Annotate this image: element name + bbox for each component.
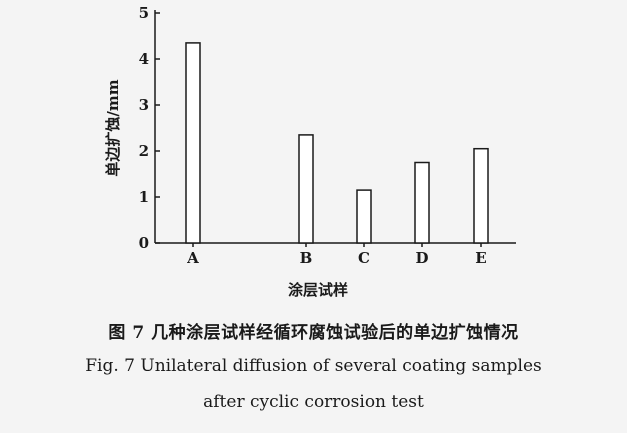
- bar-A: [185, 42, 201, 244]
- x-axis: [155, 242, 516, 247]
- y-tick-label-0: 0: [139, 234, 149, 252]
- y-tick-label-3: 3: [139, 96, 149, 114]
- x-tick-label-C: C: [358, 249, 370, 267]
- y-tick-label-2: 2: [139, 142, 149, 160]
- bar-D: [414, 161, 430, 244]
- bar-E: [473, 147, 489, 244]
- bar-B: [298, 134, 314, 244]
- y-axis-title: 单边扩蚀/mm: [104, 79, 122, 176]
- bar-chart: 0 1 2 3 4 5 A B C D E 单边扩蚀/mm 涂层试样: [104, 4, 516, 299]
- y-axis: 0 1 2 3 4 5: [139, 4, 160, 252]
- x-tick-label-A: A: [186, 249, 199, 267]
- x-tick-labels: A B C D E: [186, 249, 487, 267]
- figure-caption-english-line2: after cyclic corrosion test: [203, 392, 424, 412]
- y-tick-label-1: 1: [139, 188, 149, 206]
- figure-caption-chinese: 图 7 几种涂层试样经循环腐蚀试验后的单边扩蚀情况: [108, 323, 519, 343]
- x-axis-title: 涂层试样: [288, 281, 348, 299]
- x-tick-label-B: B: [300, 249, 313, 267]
- x-tick-label-E: E: [475, 249, 486, 267]
- y-tick-label-5: 5: [139, 4, 149, 22]
- bars-group: [185, 42, 489, 244]
- bar-C: [356, 189, 372, 244]
- figure-caption-english-line1: Fig. 7 Unilateral diffusion of several c…: [85, 356, 542, 376]
- y-tick-label-4: 4: [139, 50, 149, 68]
- x-tick-label-D: D: [415, 249, 428, 267]
